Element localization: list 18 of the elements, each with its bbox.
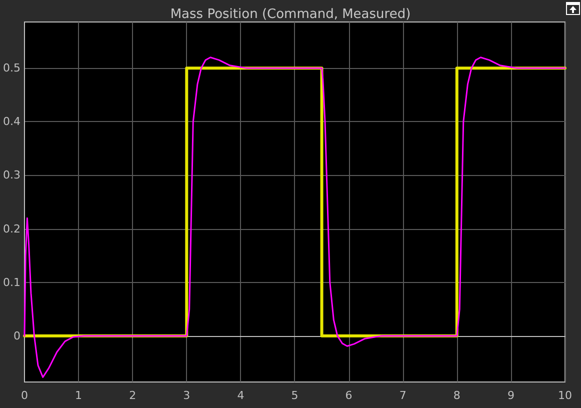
x-tick-label: 10: [558, 389, 572, 402]
x-tick-label: 5: [291, 389, 298, 402]
y-tick-label: 0.5: [2, 62, 20, 75]
x-tick-label: 6: [345, 389, 352, 402]
y-tick-label: 0.2: [2, 222, 20, 236]
line-series: [24, 56, 566, 378]
x-tick-label: 4: [237, 389, 244, 402]
y-tick-label: 0: [13, 329, 20, 342]
x-tick-label: 8: [453, 389, 460, 402]
x-tick-label: 1: [75, 389, 82, 402]
y-tick-label: 0.3: [2, 168, 20, 182]
y-tick-label: 0.1: [2, 276, 20, 289]
y-tick-label: 0.4: [2, 115, 20, 128]
x-tick-label: 2: [129, 389, 136, 402]
chart-title: Mass Position (Command, Measured): [170, 7, 411, 22]
x-tick-label: 9: [507, 389, 514, 402]
x-tick-label: 3: [183, 389, 190, 402]
x-tick-label: 7: [399, 389, 406, 402]
